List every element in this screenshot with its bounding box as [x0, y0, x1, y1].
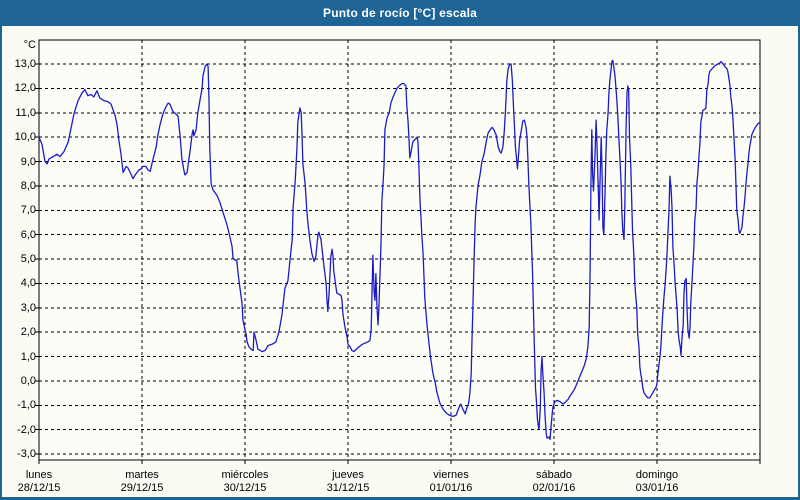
x-axis-date-label: 30/12/15 [223, 482, 267, 494]
y-axis-tick-label: -1,0 [17, 399, 36, 412]
y-axis-tick-label: 12,0 [14, 82, 36, 95]
x-axis-date-label: 01/01/16 [429, 482, 473, 494]
x-axis-date-label: 02/01/16 [532, 482, 576, 494]
y-axis-tick-label: 7,0 [20, 204, 36, 217]
x-axis-day-label: jueves [332, 469, 364, 481]
y-axis-unit-label: °C [23, 39, 36, 51]
y-axis-tick-label: 10,0 [14, 131, 36, 144]
y-axis-tick-label: 9,0 [20, 155, 36, 168]
x-axis-date-label: 28/12/15 [17, 482, 61, 494]
window-titlebar: Punto de rocío [°C] escala [0, 0, 800, 26]
x-axis-date-label: 31/12/15 [326, 482, 370, 494]
y-axis-tick-label: -3,0 [17, 448, 36, 460]
y-axis-tick-label: 3,0 [20, 301, 36, 314]
x-axis-day-label: domingo [635, 469, 679, 481]
x-axis-day-label: martes [125, 469, 159, 481]
y-axis-tick-label: 5,0 [20, 253, 36, 265]
x-axis-day-label: viernes [433, 469, 469, 481]
chart-content-area: °C 13,0 12,0 11,0 10,0 9,0 8,0 7,0 6,0 5,0 4,0 3,0… [2, 26, 798, 497]
y-axis-tick-label: 1,0 [20, 350, 36, 363]
y-axis-tick-label: 13,0 [14, 58, 36, 70]
x-axis-date-label: 29/12/15 [120, 482, 164, 494]
plot-background [39, 40, 760, 460]
x-axis-day-label: sábado [535, 469, 573, 481]
x-axis-date-label: 03/01/16 [635, 482, 679, 494]
y-axis-tick-label: -2,0 [17, 423, 36, 436]
y-axis-tick-label: 4,0 [20, 277, 36, 290]
x-axis-day-label: lunes [25, 469, 53, 481]
y-axis-tick-label: 8,0 [20, 179, 36, 192]
x-axis-day-label: miércoles [221, 469, 269, 481]
chart-title: Punto de rocío [°C] escala [322, 6, 478, 20]
y-axis-tick-label: 11,0 [15, 106, 36, 119]
y-axis-tick-label: 0,0 [20, 374, 36, 387]
y-axis-tick-label: 2,0 [20, 326, 36, 339]
plot-border [38, 39, 761, 461]
dewpoint-line-chart [2, 26, 798, 500]
y-axis-tick-label: 6,0 [20, 228, 36, 241]
dewpoint-series-line [38, 59, 761, 441]
